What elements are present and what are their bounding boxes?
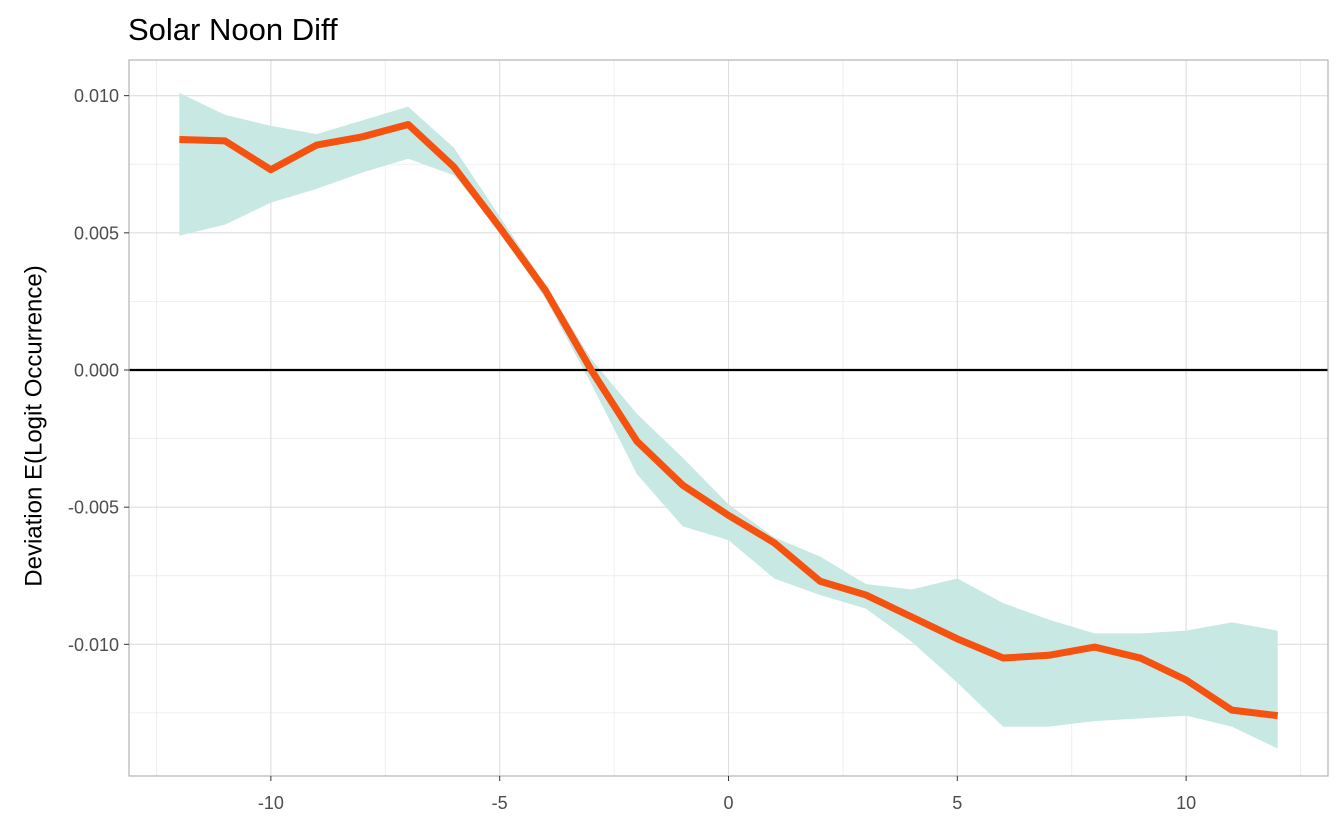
estimate-line-layer: [179, 120, 1279, 720]
x-tick-label: -10: [258, 793, 284, 813]
y-tick-label: 0.010: [74, 86, 119, 106]
y-tick-label: -0.010: [68, 635, 119, 655]
chart-title: Solar Noon Diff: [128, 12, 338, 47]
y-axis-ticks: 0.010 0.005 0.000 -0.005 -0.010: [68, 86, 129, 655]
y-tick-label: -0.005: [68, 498, 119, 518]
x-tick-label: -5: [492, 793, 508, 813]
x-tick-label: 0: [723, 793, 733, 813]
x-tick-label: 10: [1176, 793, 1196, 813]
estimate-line: [179, 120, 1279, 720]
x-tick-label: 5: [952, 793, 962, 813]
y-tick-label: 0.000: [74, 360, 119, 380]
x-axis-ticks: -10 -5 0 5 10: [258, 776, 1196, 813]
y-tick-label: 0.005: [74, 223, 119, 243]
y-axis-label: Deviation E(Logit Occurrence): [20, 265, 47, 586]
